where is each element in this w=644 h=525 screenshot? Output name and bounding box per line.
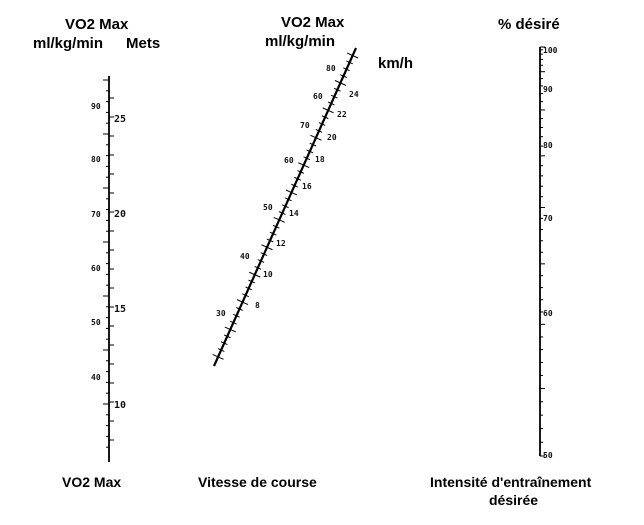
tick-mark xyxy=(315,128,323,133)
speed-unit: km/h xyxy=(378,55,414,72)
tick-mark xyxy=(309,142,317,147)
percent-axis: 100 90 80 70 60 50 xyxy=(539,46,558,460)
diag-vo2-label-50: 50 xyxy=(263,203,273,212)
tick-mark xyxy=(261,244,273,251)
vo2-left-title: VO2 Max xyxy=(65,16,129,33)
vo2-label-60: 60 xyxy=(91,264,101,273)
diag-vo2-label-60: 60 xyxy=(284,156,294,165)
tick-mark xyxy=(229,320,237,325)
vo2-center-unit: ml/kg/min xyxy=(265,33,336,50)
mets-label-15: 15 xyxy=(114,304,126,315)
tick-mark xyxy=(321,115,329,120)
mets-label-25: 25 xyxy=(114,114,126,125)
percent-label-50: 50 xyxy=(543,451,553,460)
tick-mark xyxy=(294,176,301,181)
speed-axis-ticks xyxy=(212,52,359,360)
speed-label-18: 18 xyxy=(315,155,325,164)
mets-label-10: 10 xyxy=(114,400,126,411)
tick-mark xyxy=(333,87,341,92)
tick-mark xyxy=(322,107,334,114)
tick-mark xyxy=(257,259,265,263)
vo2-center-title: VO2 Max xyxy=(281,14,345,31)
tick-mark xyxy=(272,224,280,229)
speed-axis-line xyxy=(212,47,358,367)
tick-mark xyxy=(266,238,274,243)
percent-title: % désiré xyxy=(498,16,560,33)
speed-label-12: 12 xyxy=(276,239,286,248)
percent-label-60: 60 xyxy=(543,309,553,318)
speed-label-22: 22 xyxy=(337,110,347,119)
tick-mark xyxy=(233,313,240,318)
tick-mark xyxy=(285,197,292,202)
tick-mark xyxy=(248,279,256,284)
footer-intensity-line2: désirée xyxy=(489,492,539,508)
tick-mark xyxy=(223,334,231,339)
speed-label-14: 14 xyxy=(289,209,299,218)
vo2-label-50: 50 xyxy=(91,318,101,327)
tick-mark xyxy=(217,348,225,352)
tick-mark xyxy=(330,94,338,99)
tick-mark xyxy=(346,52,359,59)
tick-mark xyxy=(260,252,268,257)
tick-mark xyxy=(346,60,353,65)
tick-mark xyxy=(242,293,249,298)
tick-mark xyxy=(327,101,335,106)
mets-title: Mets xyxy=(126,35,161,52)
tick-mark xyxy=(245,286,253,291)
vo2-label-90: 90 xyxy=(91,102,101,111)
diag-vo2-label-40: 40 xyxy=(240,252,250,261)
vo2-label-70: 70 xyxy=(91,210,101,219)
tick-mark xyxy=(340,74,347,78)
vo2-left-unit: ml/kg/min xyxy=(33,35,104,52)
tick-mark xyxy=(278,211,286,215)
tick-mark xyxy=(212,353,224,360)
vo2-axis-ticks xyxy=(103,79,114,448)
footer-intensity-line1: Intensité d'entraînement xyxy=(430,474,592,490)
tick-mark xyxy=(224,326,236,333)
diag-vo2-label-70: 70 xyxy=(300,121,310,130)
diag-vo2-label-80: 80 xyxy=(326,64,336,73)
tick-mark xyxy=(273,217,285,223)
mets-label-20: 20 xyxy=(114,209,126,220)
tick-mark xyxy=(236,307,243,311)
percent-label-100: 100 xyxy=(543,46,558,55)
tick-mark xyxy=(343,67,350,72)
tick-mark xyxy=(269,231,277,236)
percent-label-70: 70 xyxy=(543,214,553,223)
percent-label-90: 90 xyxy=(543,85,553,94)
diag-vo2-label-60a: 60 xyxy=(313,92,323,101)
percent-axis-ticks xyxy=(540,46,545,457)
tick-mark xyxy=(249,271,261,278)
diag-vo2-label-30: 30 xyxy=(216,309,226,318)
speed-label-16: 16 xyxy=(302,182,312,191)
tick-mark xyxy=(310,134,322,141)
tick-mark xyxy=(297,170,305,174)
tick-mark xyxy=(285,189,298,196)
vo2-mets-axis: 90 80 70 60 50 40 25 20 15 10 xyxy=(91,76,126,462)
speed-axis: 80 60 70 60 50 40 30 24 22 20 18 16 14 1… xyxy=(212,47,359,367)
tick-mark xyxy=(318,122,326,126)
tick-mark xyxy=(236,299,249,305)
footer-vo2: VO2 Max xyxy=(62,474,122,490)
speed-label-10: 10 xyxy=(263,270,273,279)
tick-mark xyxy=(303,156,311,161)
tick-mark xyxy=(298,162,310,169)
tick-mark xyxy=(254,265,262,270)
tick-mark xyxy=(291,183,298,188)
vo2-label-40: 40 xyxy=(91,373,101,382)
percent-label-80: 80 xyxy=(543,141,553,150)
vo2-label-80: 80 xyxy=(91,155,101,164)
speed-label-24: 24 xyxy=(349,90,359,99)
speed-label-8: 8 xyxy=(255,301,260,310)
tick-mark xyxy=(281,204,289,209)
speed-label-20: 20 xyxy=(327,133,337,142)
tick-mark xyxy=(334,80,347,86)
tick-mark xyxy=(220,341,228,346)
tick-mark xyxy=(306,149,314,154)
footer-speed: Vitesse de course xyxy=(198,474,317,490)
